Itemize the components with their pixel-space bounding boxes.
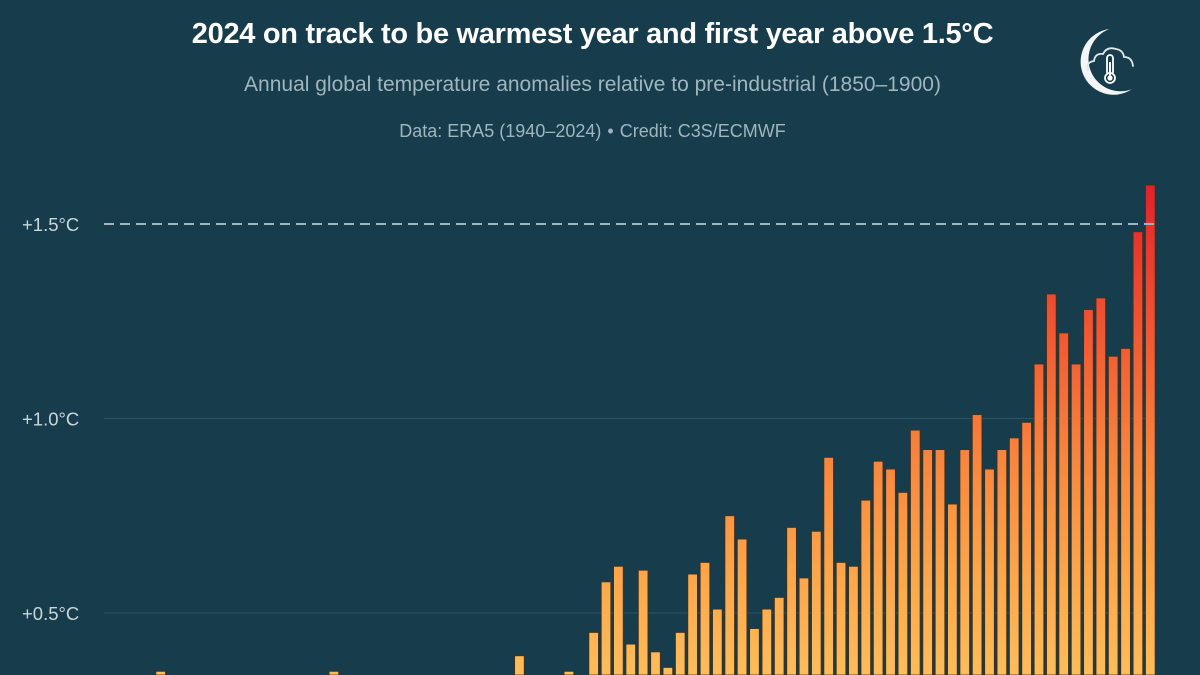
- bar-2017: 2017: +1.22°C: [1058, 332, 1069, 675]
- bar-2011: 2011: +0.87°C: [984, 468, 995, 675]
- bar-2015: 2015: +1.14°C: [1033, 363, 1045, 675]
- separator-dot: •: [607, 121, 614, 141]
- bar-1994: 1994: +0.54°C: [774, 597, 785, 675]
- y-tick-label: +1.5°C: [22, 214, 79, 235]
- credit-text: Credit: C3S/ECMWF: [619, 121, 786, 141]
- bar-2018: 2018: +1.14°C: [1070, 363, 1082, 675]
- bar-2014: 2014: +0.99°C: [1021, 421, 1032, 675]
- bar-1944: 1944: +0.35°C: [155, 670, 166, 675]
- bar-1958: 1958: +0.35°C: [328, 670, 340, 675]
- bar-2005: 2005: +0.97°C: [910, 429, 921, 675]
- y-axis-ticks: +0.5°C +1.0°C +1.5°C: [22, 214, 79, 624]
- bars-group: 1940: +0.26°C1941: +0.30°C1942: +0.22°C1…: [155, 184, 1156, 675]
- bar-2004: 2004: +0.81°C: [897, 492, 909, 675]
- bar-2002: 2002: +0.89°C: [872, 460, 884, 675]
- bar-2016: 2016: +1.32°C: [1046, 293, 1057, 675]
- bar-2021: 2021: +1.16°C: [1107, 355, 1119, 675]
- bar-1989: 1989: +0.51°C: [712, 608, 723, 675]
- bar-2006: 2006: +0.92°C: [922, 449, 933, 675]
- data-credit-line: Data: ERA5 (1940–2024) • Credit: C3S/ECMWF: [0, 121, 1185, 142]
- bar-2000: 2000: +0.62°C: [848, 565, 859, 675]
- bar-1981: 1981: +0.62°C: [613, 565, 624, 675]
- bar-2024: 2024: +1.60°C: [1145, 184, 1156, 675]
- bar-1992: 1992: +0.46°C: [749, 628, 760, 675]
- crescent-arc: [1080, 29, 1132, 95]
- bar-2022: 2022: +1.18°C: [1120, 348, 1131, 675]
- bar-1990: 1990: +0.75°C: [724, 515, 735, 675]
- bar-2019: 2019: +1.28°C: [1083, 309, 1094, 675]
- bar-1983: 1983: +0.61°C: [637, 569, 649, 675]
- bar-2001: 2001: +0.79°C: [860, 499, 871, 675]
- bar-2009: 2009: +0.92°C: [959, 449, 970, 675]
- bar-2008: 2008: +0.78°C: [947, 503, 958, 675]
- bar-1984: 1984: +0.40°C: [650, 651, 661, 675]
- data-source: Data: ERA5 (1940–2024): [399, 121, 602, 141]
- thermometer-mercury: [1109, 62, 1111, 76]
- bar-2007: 2007: +0.92°C: [934, 449, 946, 675]
- bar-1973: 1973: +0.39°C: [514, 655, 525, 675]
- cloud-thermometer-crescent-icon: [1080, 29, 1134, 95]
- y-tick-label: +1.0°C: [22, 409, 79, 430]
- cloud-outline: [1086, 47, 1134, 71]
- chart-title: 2024 on track to be warmest year and fir…: [191, 18, 994, 50]
- bar-2023: 2023: +1.48°C: [1132, 231, 1144, 675]
- bar-1988: 1988: +0.63°C: [699, 562, 711, 675]
- bar-1986: 1986: +0.45°C: [675, 632, 686, 675]
- bar-1995: 1995: +0.72°C: [786, 527, 797, 675]
- bar-1985: 1985: +0.36°C: [662, 667, 674, 675]
- bar-1998: 1998: +0.90°C: [823, 456, 834, 675]
- bar-1987: 1987: +0.60°C: [687, 573, 698, 675]
- bar-1982: 1982: +0.42°C: [625, 643, 636, 675]
- bar-2013: 2013: +0.95°C: [1009, 437, 1020, 675]
- bar-2012: 2012: +0.92°C: [996, 449, 1008, 675]
- bar-2010: 2010: +1.01°C: [971, 414, 983, 675]
- bar-1996: 1996: +0.59°C: [798, 577, 810, 675]
- chart-subtitle: Annual global temperature anomalies rela…: [244, 73, 941, 96]
- thermometer-bulb-fill: [1107, 75, 1113, 81]
- bar-1980: 1980: +0.58°C: [600, 581, 612, 675]
- bar-2003: 2003: +0.87°C: [885, 468, 896, 675]
- bar-1993: 1993: +0.51°C: [761, 608, 773, 675]
- bar-1999: 1999: +0.63°C: [835, 562, 847, 675]
- bar-2020: 2020: +1.31°C: [1095, 297, 1107, 675]
- y-tick-label: +0.5°C: [22, 603, 79, 624]
- bar-1997: 1997: +0.71°C: [811, 530, 822, 675]
- bar-1991: 1991: +0.69°C: [736, 538, 748, 675]
- bar-1979: 1979: +0.45°C: [588, 632, 599, 675]
- bar-1977: 1977: +0.35°C: [563, 670, 575, 675]
